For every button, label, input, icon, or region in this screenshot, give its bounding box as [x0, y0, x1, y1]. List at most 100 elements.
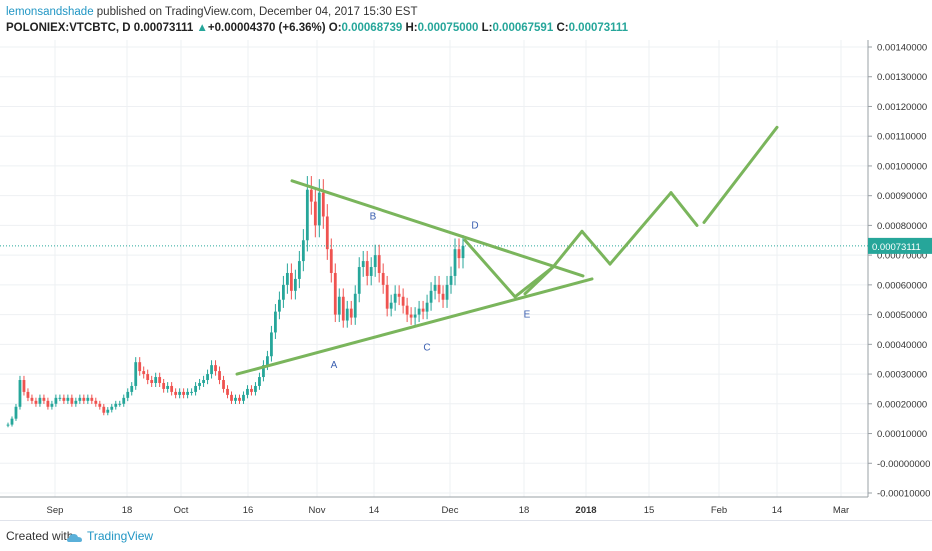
candle-body[interactable] [22, 380, 26, 392]
candle-body[interactable] [122, 397, 126, 404]
candle-body[interactable] [353, 293, 357, 318]
candle-body[interactable] [313, 201, 317, 226]
candle-body[interactable] [413, 314, 417, 318]
candle-body[interactable] [206, 374, 209, 381]
plot-area[interactable] [0, 40, 868, 497]
candle-body[interactable] [345, 308, 349, 321]
candle-body[interactable] [270, 332, 273, 357]
candle-body[interactable] [214, 365, 217, 372]
candle-body[interactable] [266, 356, 269, 366]
candle-body[interactable] [90, 397, 94, 401]
candle-body[interactable] [278, 299, 281, 312]
candle-body[interactable] [365, 261, 369, 276]
candle-body[interactable] [142, 371, 146, 375]
candle-body[interactable] [134, 362, 138, 386]
candle-body[interactable] [146, 374, 150, 381]
candle-body[interactable] [198, 382, 201, 386]
candle-body[interactable] [154, 377, 158, 383]
candle-body[interactable] [401, 296, 405, 306]
candle-body[interactable] [170, 385, 174, 392]
candle-body[interactable] [309, 189, 313, 202]
candle-body[interactable] [46, 400, 50, 407]
candle-body[interactable] [405, 305, 409, 315]
candle-body[interactable] [433, 284, 437, 291]
candle-body[interactable] [66, 397, 70, 401]
candle-body[interactable] [333, 272, 337, 315]
candle-body[interactable] [281, 284, 285, 300]
candle-body[interactable] [449, 275, 453, 285]
candle-body[interactable] [305, 189, 309, 241]
candle-body[interactable] [6, 424, 10, 426]
projected-path-segment[interactable] [523, 265, 555, 296]
candle-body[interactable] [158, 377, 162, 383]
candle-body[interactable] [34, 400, 38, 404]
candle-body[interactable] [445, 284, 449, 300]
candle-body[interactable] [138, 362, 142, 372]
candle-body[interactable] [349, 308, 353, 318]
author-link[interactable]: lemonsandshade [6, 6, 94, 18]
symbol-label[interactable]: POLONIEX:VTCBTC, D [6, 22, 131, 34]
tradingview-logo-icon[interactable] [66, 531, 84, 549]
candle-body[interactable] [453, 249, 457, 276]
candle-body[interactable] [130, 385, 134, 392]
candle-body[interactable] [297, 261, 301, 279]
candle-body[interactable] [421, 308, 425, 312]
candle-body[interactable] [14, 406, 18, 419]
candle-body[interactable] [26, 391, 30, 398]
candle-body[interactable] [361, 261, 365, 268]
candle-body[interactable] [110, 406, 114, 410]
candle-body[interactable] [54, 397, 58, 404]
candle-body[interactable] [102, 406, 106, 413]
candle-body[interactable] [194, 385, 197, 392]
candle-body[interactable] [274, 311, 277, 333]
candle-body[interactable] [262, 365, 265, 378]
candle-body[interactable] [321, 192, 325, 217]
candle-body[interactable] [182, 391, 186, 395]
candle-body[interactable] [409, 314, 413, 318]
candle-body[interactable] [190, 391, 193, 393]
candle-body[interactable] [301, 240, 305, 262]
candle-body[interactable] [30, 397, 34, 401]
candle-body[interactable] [429, 290, 433, 303]
candle-body[interactable] [289, 272, 293, 291]
candle-body[interactable] [174, 391, 178, 395]
candle-body[interactable] [317, 192, 321, 226]
candle-body[interactable] [325, 216, 329, 250]
candle-body[interactable] [461, 245, 465, 259]
candle-body[interactable] [98, 403, 102, 407]
candle-body[interactable] [246, 388, 249, 395]
projected-path-segment[interactable] [669, 191, 699, 227]
candle-body[interactable] [238, 397, 241, 401]
candle-body[interactable] [285, 272, 289, 285]
candle-body[interactable] [86, 397, 90, 401]
candle-body[interactable] [242, 394, 245, 401]
candle-body[interactable] [106, 409, 110, 413]
candle-body[interactable] [82, 397, 86, 401]
candle-body[interactable] [337, 296, 341, 315]
candle-body[interactable] [150, 380, 154, 383]
candle-body[interactable] [389, 302, 393, 309]
candle-body[interactable] [162, 382, 166, 389]
trendline-support[interactable] [235, 277, 594, 376]
candle-body[interactable] [397, 293, 401, 297]
candle-body[interactable] [18, 380, 22, 407]
candle-body[interactable] [377, 255, 381, 273]
candle-body[interactable] [50, 403, 54, 407]
candle-body[interactable] [78, 397, 82, 401]
candle-body[interactable] [70, 397, 74, 404]
candle-body[interactable] [62, 397, 66, 401]
candle-body[interactable] [230, 394, 233, 401]
candle-body[interactable] [114, 403, 118, 407]
candle-body[interactable] [381, 272, 385, 285]
candle-body[interactable] [94, 400, 98, 404]
candle-body[interactable] [437, 284, 441, 294]
candle-body[interactable] [254, 385, 257, 392]
candle-body[interactable] [222, 380, 225, 389]
candle-body[interactable] [38, 397, 42, 404]
candle-body[interactable] [373, 255, 377, 268]
candle-body[interactable] [341, 296, 345, 321]
candle-body[interactable] [202, 380, 205, 383]
trendline-resistance[interactable] [290, 179, 585, 278]
candle-body[interactable] [234, 397, 237, 401]
candle-body[interactable] [417, 308, 421, 315]
